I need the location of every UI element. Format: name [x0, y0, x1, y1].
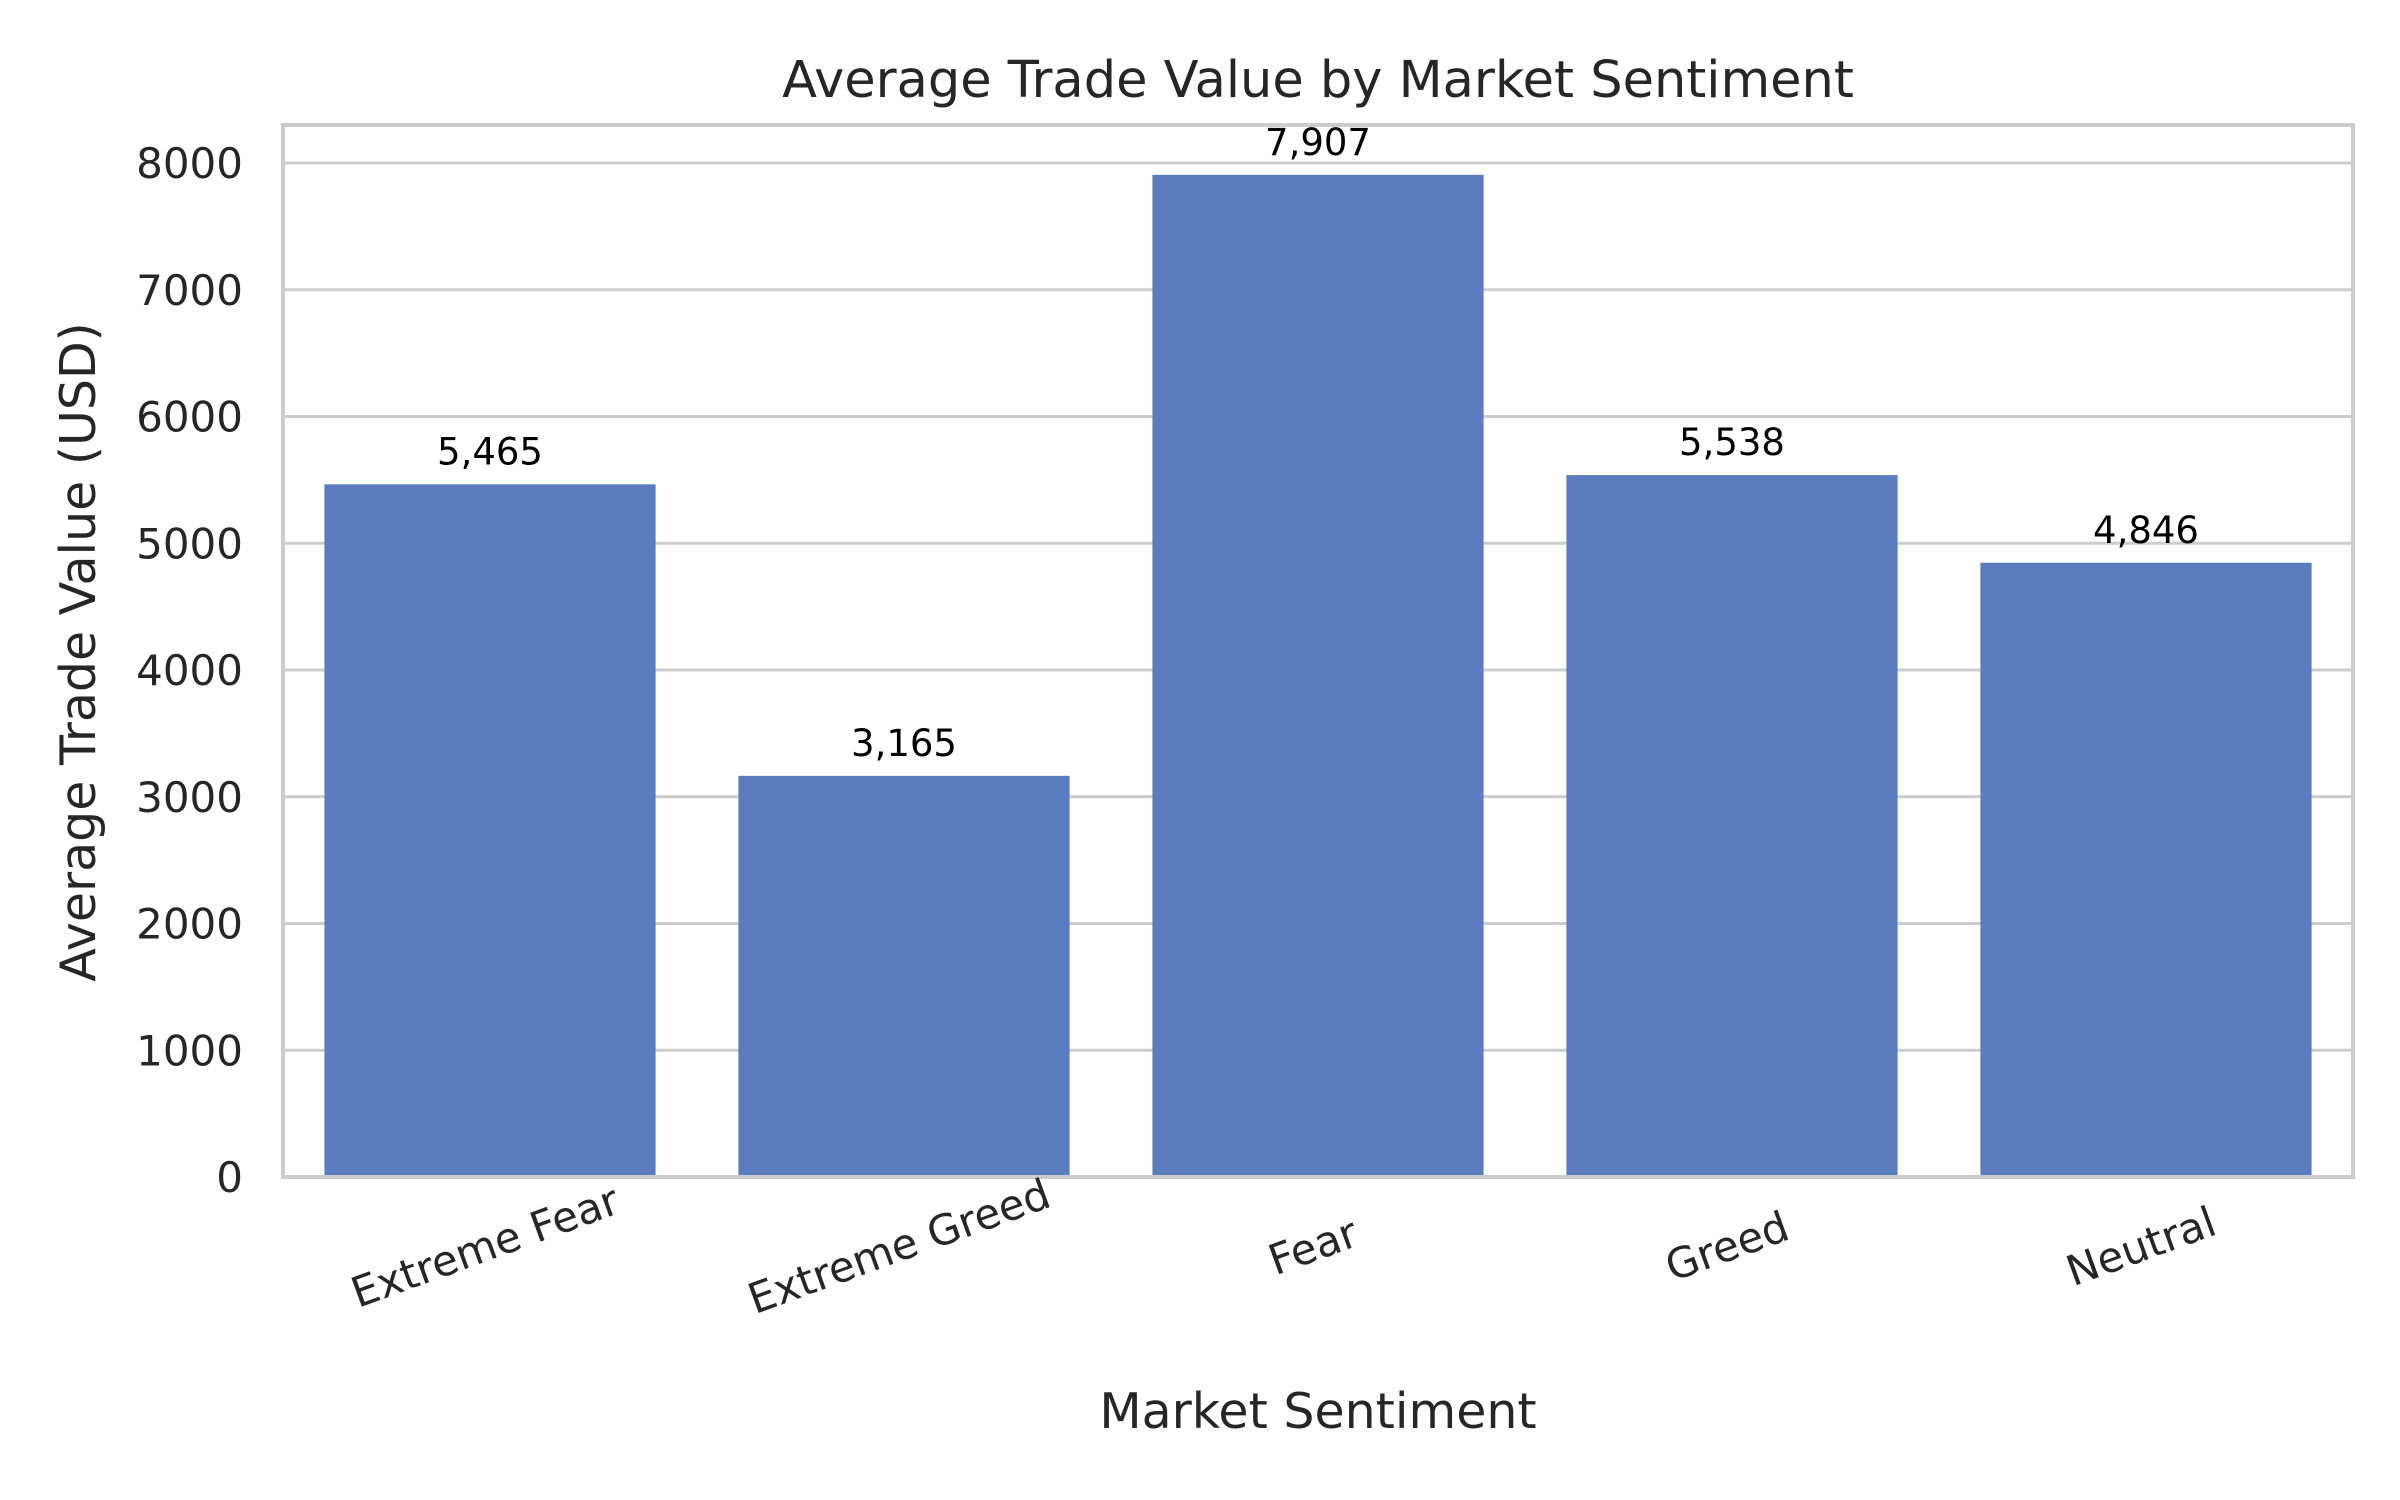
y-axis-label: Average Trade Value (USD): [50, 322, 107, 982]
bar-value-label: 3,165: [851, 722, 957, 765]
y-tick-label: 0: [216, 1153, 243, 1202]
bar-value-label: 5,538: [1679, 421, 1785, 464]
bar-value-label: 7,907: [1265, 121, 1371, 164]
bar: [1980, 562, 2312, 1177]
y-tick-label: 1000: [136, 1026, 243, 1075]
bar: [1566, 475, 1898, 1177]
bar-value-labels: 5,465 3,165 7,907 5,538 4,846: [437, 121, 2199, 765]
y-tick-label: 4000: [136, 646, 243, 695]
bar: [738, 775, 1070, 1177]
chart-title: Average Trade Value by Market Sentiment: [782, 51, 1854, 110]
bar-value-label: 5,465: [437, 430, 543, 473]
bar: [1152, 174, 1484, 1177]
bar-value-label: 4,846: [2093, 509, 2199, 552]
plot-frame: [281, 123, 2355, 1179]
y-tick-label: 5000: [136, 519, 243, 568]
y-tick-label: 2000: [136, 900, 243, 949]
y-tick-label: 7000: [136, 266, 243, 315]
bars: [324, 174, 2312, 1177]
y-tick-label: 6000: [136, 393, 243, 442]
y-tick-label: 8000: [136, 139, 243, 188]
bar: [324, 484, 656, 1177]
y-axis-ticks: 0 1000 2000 3000 4000 5000 6000 7000 8000: [136, 139, 243, 1202]
y-tick-label: 3000: [136, 773, 243, 822]
x-axis-label: Market Sentiment: [1099, 1383, 1536, 1440]
